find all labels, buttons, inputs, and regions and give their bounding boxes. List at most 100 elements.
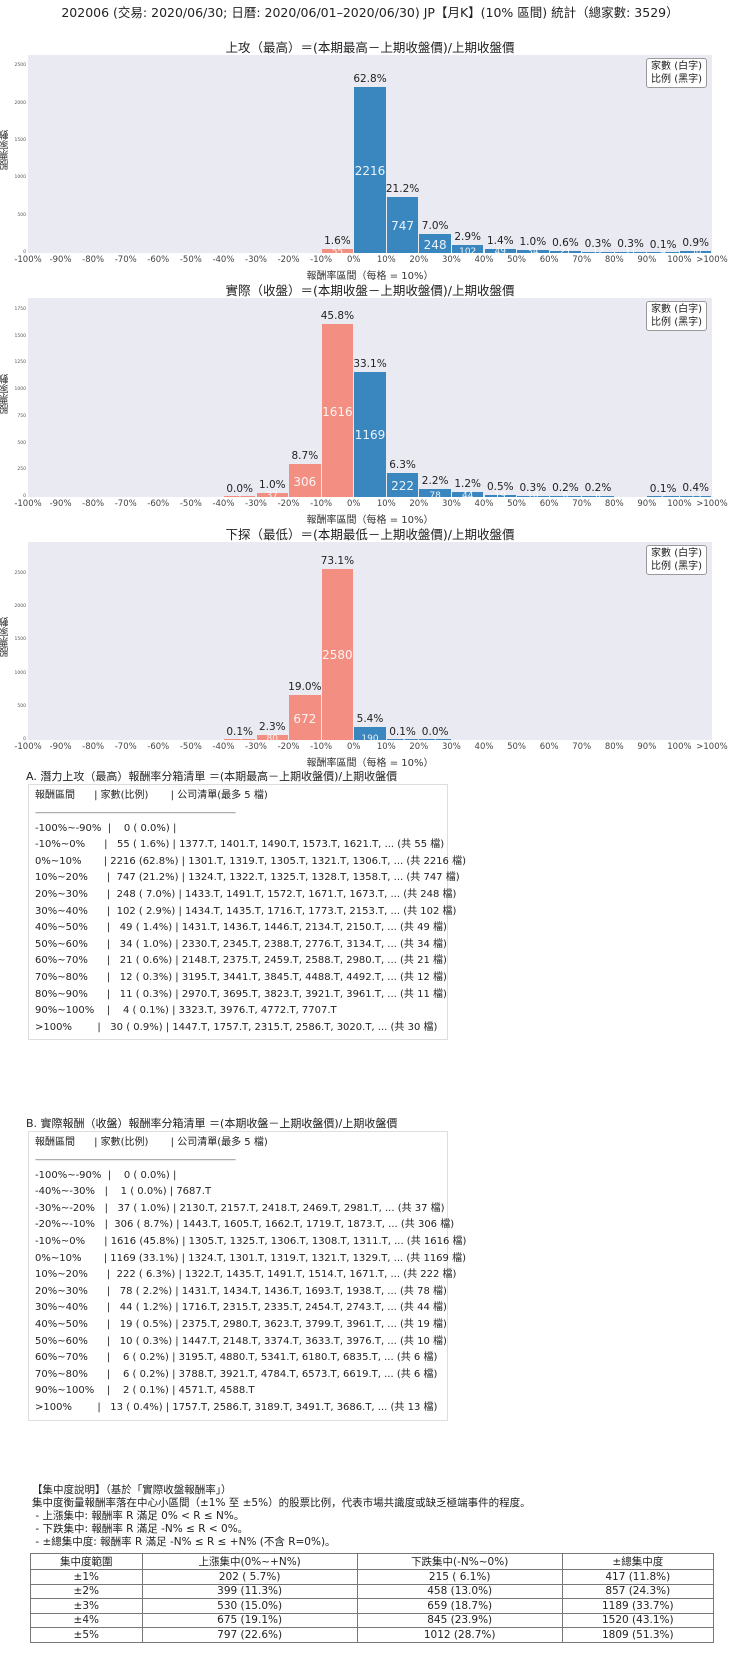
x-tick-label: 30%	[441, 742, 461, 752]
bar-percent-label: 0.3%	[617, 238, 644, 251]
x-tick-label: 80%	[604, 255, 624, 265]
bar-percent-label: 45.8%	[320, 310, 355, 323]
x-tick-label: -60%	[147, 255, 170, 265]
list-row: 30%~40% | 102 ( 2.9%) | 1434.T, 1435.T, …	[35, 905, 457, 917]
histogram-bar: 37	[256, 491, 289, 501]
plot-area: 1 0.0% 37 1.0% 306 8.7% 1616 45.8% 1169 33.1% 222 6…	[28, 298, 712, 501]
table-cell: 1520 (43.1%)	[561, 1612, 715, 1628]
bar-percent-label: 0.1%	[649, 482, 677, 495]
y-tick-label: 1500	[14, 333, 26, 339]
histogram-bar: 248	[419, 234, 451, 253]
histogram-bar: 1169	[354, 371, 386, 497]
concentration-heading: 【集中度說明】（基於「實際收盤報酬率」）	[32, 1484, 232, 1496]
table-row: ±2% 399 (11.3%) 458 (13.0%) 857 (24.3%)	[30, 1583, 715, 1599]
y-axis-label: 股票家數	[0, 373, 11, 414]
chart-legend: 家數 (白字) 比例 (黑字)	[646, 58, 707, 88]
list-b-box: 報酬區間 | 家數(比例) | 公司清單(最多 5 檔) ------------…	[28, 1131, 467, 1421]
histogram-bar: 55	[321, 247, 354, 257]
x-tick-label: -70%	[114, 255, 137, 265]
bar-count-label: 44	[461, 491, 474, 501]
bar-count-label: 102	[459, 247, 477, 257]
concentration-description: 【集中度說明】（基於「實際收盤報酬率」） 集中度衡量報酬率落在中心小區間（±1% …	[32, 1484, 531, 1549]
list-row: -30%~-20% | 37 ( 1.0%) | 2130.T, 2157.T,…	[35, 1202, 445, 1214]
x-tick-label: 0%	[346, 499, 361, 509]
histogram-bar: 306	[289, 464, 321, 497]
y-tick-label: 0	[23, 737, 26, 742]
y-tick-label: 0	[23, 494, 26, 499]
x-tick-label: 70%	[572, 255, 592, 265]
table-cell: 1012 (28.7%)	[356, 1627, 563, 1643]
bar-percent-label: 62.8%	[353, 73, 387, 86]
list-row: 60%~70% | 6 ( 0.2%) | 3195.T, 4880.T, 53…	[35, 1352, 438, 1364]
x-tick-label: 50%	[507, 742, 527, 752]
list-row: 50%~60% | 34 ( 1.0%) | 2330.T, 2345.T, 2…	[35, 938, 447, 950]
table-cell: 1189 (33.7%)	[561, 1598, 715, 1614]
bar-percent-label: 0.3%	[519, 481, 547, 494]
list-row: 90%~100% | 4 ( 0.1%) | 3323.T, 3976.T, 4…	[35, 1005, 337, 1017]
x-tick-label: -70%	[114, 742, 137, 752]
table-cell: 1809 (51.3%)	[561, 1627, 715, 1643]
histogram-bar: 4	[647, 247, 679, 257]
x-tick-label: 10%	[376, 742, 396, 752]
list-row: >100% | 13 ( 0.4%) | 1757.T, 2586.T, 318…	[35, 1401, 438, 1413]
histogram-bar: 102	[451, 245, 484, 257]
list-row: 30%~40% | 44 ( 1.2%) | 1716.T, 2315.T, 2…	[35, 1302, 447, 1314]
legend-ratio-label: 比例 (黑字)	[651, 317, 702, 328]
table-cell: ±5%	[30, 1627, 143, 1643]
table-cell: 399 (11.3%)	[141, 1583, 358, 1599]
y-tick-label: 1750	[14, 306, 26, 312]
histogram-bar: 2	[647, 491, 679, 501]
x-tick-label: 70%	[572, 499, 592, 509]
x-tick-label: 40%	[474, 255, 494, 265]
concentration-table: 集中度範圍 上漲集中(0%~+N%) 下跌集中(-N%~0%) ±總集中度 ±1…	[30, 1553, 715, 1643]
x-tick-label: 20%	[409, 255, 429, 265]
list-row: 80%~90% | 11 ( 0.3%) | 2970.T, 3695.T, 3…	[35, 988, 447, 1000]
bar-count-label: 2216	[354, 164, 386, 179]
x-axis-label: 報酬率區間（每格 = 10%）	[306, 271, 434, 282]
bar-percent-label: 5.4%	[356, 713, 384, 726]
histogram-bar: 80	[256, 734, 289, 744]
x-tick-label: -80%	[82, 255, 105, 265]
bar-percent-label: 7.0%	[421, 220, 449, 233]
y-tick-label: 250	[17, 467, 26, 473]
x-tick-label: 60%	[539, 255, 559, 265]
y-tick-label: 2000	[14, 604, 26, 610]
bar-percent-label: 1.4%	[486, 235, 514, 248]
list-row: -10%~0% | 1616 (45.8%) | 1305.T, 1325.T,…	[35, 1235, 467, 1247]
table-row: ±1% 202 ( 5.7%) 215 ( 6.1%) 417 (11.8%)	[30, 1569, 715, 1585]
y-tick-label: 1000	[14, 670, 26, 676]
table-cell: 202 ( 5.7%)	[141, 1569, 358, 1585]
bar-count-label: 1	[432, 734, 438, 744]
bar-count-label: 6	[595, 491, 601, 501]
list-row: -100%~-90% | 0 ( 0.0%) |	[35, 822, 177, 834]
x-tick-label: -100%	[14, 499, 42, 509]
bar-count-label: 10	[527, 491, 539, 501]
x-tick-label: 100%	[667, 499, 692, 509]
bar-percent-label: 0.2%	[552, 482, 579, 495]
x-tick-label: -100%	[14, 742, 42, 752]
legend-count-label: 家數 (白字)	[651, 548, 702, 559]
bar-percent-label: 2.3%	[258, 720, 286, 733]
bar-percent-label: 8.7%	[291, 450, 319, 463]
plot-area: 3 0.1% 80 2.3% 672 19.0% 2580 73.1% 190 5.4% 3 0.1%…	[28, 542, 712, 744]
bar-count-label: 11	[624, 247, 637, 257]
x-tick-label: 30%	[441, 499, 461, 509]
x-tick-label: -100%	[14, 255, 42, 265]
x-tick-label: -70%	[114, 499, 137, 509]
list-header: 報酬區間 | 家數(比例) | 公司清單(最多 5 檔)	[35, 790, 268, 801]
table-header-row: 集中度範圍 上漲集中(0%~+N%) 下跌集中(-N%~0%) ±總集中度	[30, 1553, 715, 1570]
bar-percent-label: 0.3%	[584, 238, 612, 251]
concentration-bullet: - 下跌集中: 報酬率 R 滿足 -N% ≤ R < 0%。	[32, 1523, 249, 1535]
histogram-bar: 12	[582, 247, 614, 257]
bar-count-label: 222	[391, 479, 415, 494]
x-tick-label: -10%	[310, 255, 333, 265]
list-row: 40%~50% | 19 ( 0.5%) | 2375.T, 2980.T, 3…	[35, 1318, 447, 1330]
page-title: 202006 (交易: 2020/06/30; 日曆: 2020/06/01–2…	[61, 5, 679, 20]
y-tick-label: 1000	[14, 387, 26, 392]
concentration-bullet: - 上漲集中: 報酬率 R 滿足 0% < R ≤ N%。	[32, 1510, 245, 1522]
list-row: 50%~60% | 10 ( 0.3%) | 1447.T, 2148.T, 3…	[35, 1335, 447, 1347]
y-tick-label: 0	[23, 250, 26, 255]
list-row: 0%~10% | 1169 (33.1%) | 1324.T, 1301.T, …	[35, 1252, 466, 1264]
histogram-bar: 6	[582, 491, 614, 501]
x-tick-label: -10%	[310, 499, 333, 509]
